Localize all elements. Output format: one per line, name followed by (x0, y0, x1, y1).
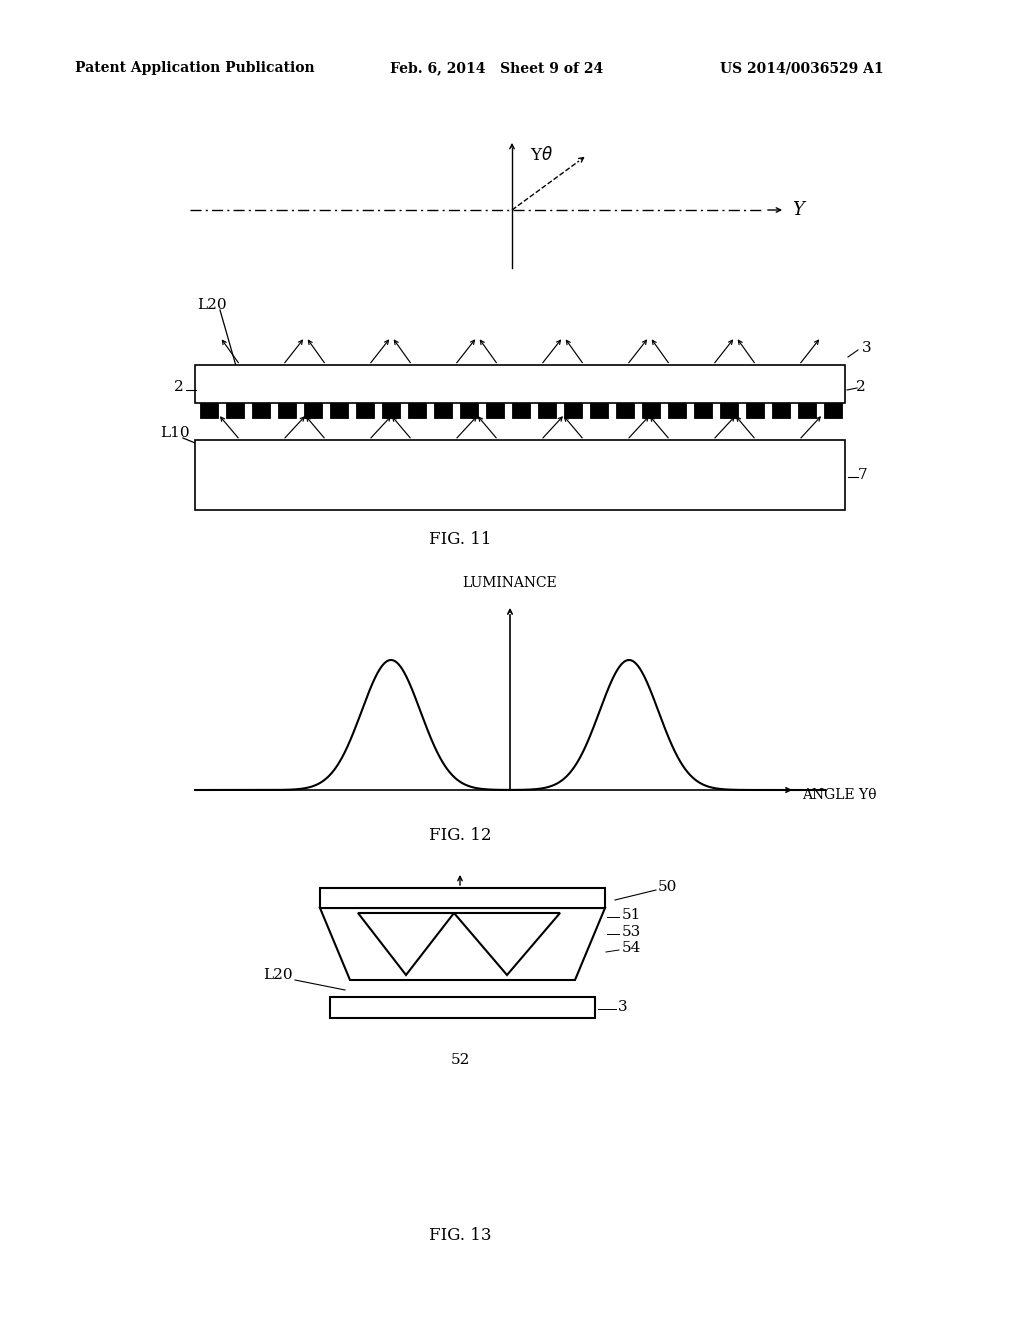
Bar (226, 403, 244, 418)
Bar (408, 403, 426, 418)
Text: 3: 3 (618, 1001, 628, 1014)
Text: 2: 2 (174, 380, 183, 393)
Text: 53: 53 (622, 925, 641, 939)
Bar (200, 403, 218, 418)
Bar (319, 888, 605, 908)
Text: 2: 2 (856, 380, 865, 393)
Text: 52: 52 (451, 1053, 470, 1067)
Bar (197, 442, 843, 508)
Bar (668, 403, 686, 418)
Polygon shape (358, 913, 454, 975)
Bar (434, 403, 452, 418)
Text: FIG. 12: FIG. 12 (429, 826, 492, 843)
Bar (564, 403, 582, 418)
Text: LUMINANCE: LUMINANCE (463, 576, 557, 590)
Text: 3: 3 (862, 341, 871, 355)
Text: L20: L20 (197, 298, 226, 312)
Bar (195, 440, 845, 510)
Text: US 2014/0036529 A1: US 2014/0036529 A1 (720, 61, 884, 75)
Text: 51: 51 (622, 908, 641, 921)
Bar (195, 366, 845, 403)
Bar (330, 403, 348, 418)
Bar (590, 403, 608, 418)
Text: 7: 7 (858, 469, 867, 482)
Polygon shape (454, 913, 560, 975)
Bar (382, 403, 400, 418)
Bar (824, 403, 842, 418)
Bar (486, 403, 504, 418)
Text: FIG. 13: FIG. 13 (429, 1226, 492, 1243)
Bar (512, 403, 530, 418)
Bar (304, 403, 322, 418)
Bar (616, 403, 634, 418)
Text: Y: Y (792, 201, 804, 219)
Bar (746, 403, 764, 418)
Text: Feb. 6, 2014   Sheet 9 of 24: Feb. 6, 2014 Sheet 9 of 24 (390, 61, 603, 75)
Text: ANGLE Yθ: ANGLE Yθ (802, 788, 877, 803)
Text: FIG. 11: FIG. 11 (429, 532, 492, 549)
Bar (642, 403, 660, 418)
Bar (278, 403, 296, 418)
Text: L20: L20 (263, 968, 293, 982)
Bar (330, 997, 595, 1018)
Text: L10: L10 (160, 426, 189, 440)
Bar (772, 403, 790, 418)
Bar (252, 403, 270, 418)
Bar (356, 403, 374, 418)
Bar (798, 403, 816, 418)
Bar (694, 403, 712, 418)
Polygon shape (319, 908, 605, 979)
Bar (460, 403, 478, 418)
Bar (538, 403, 556, 418)
Text: 54: 54 (622, 941, 641, 954)
Bar (720, 403, 738, 418)
Text: 50: 50 (658, 880, 677, 894)
Text: Patent Application Publication: Patent Application Publication (75, 61, 314, 75)
Text: Y$\theta$: Y$\theta$ (530, 147, 553, 164)
